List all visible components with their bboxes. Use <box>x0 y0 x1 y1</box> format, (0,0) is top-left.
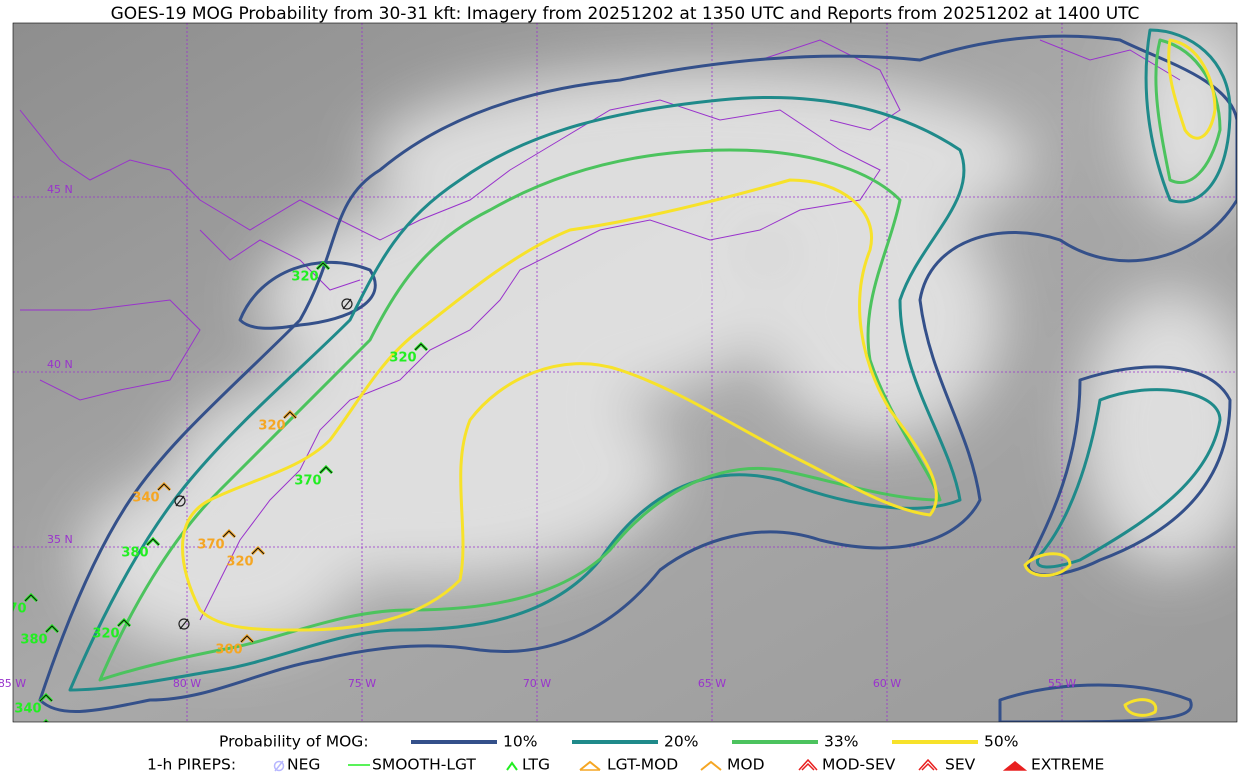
legend-label: LTG <box>522 756 550 774</box>
title: GOES-19 MOG Probability from 30-31 kft: … <box>111 4 1140 24</box>
pirep-icons <box>273 758 1028 772</box>
lat-label: 40 N <box>47 358 73 371</box>
legend-title: 1-h PIREPS: <box>147 756 236 774</box>
pirep-reports: 3203203203703403703803203703203803003403… <box>0 260 429 743</box>
lat-label: 35 N <box>47 533 73 546</box>
pirep-marker <box>251 547 265 555</box>
pirep-altitude: 320 <box>291 270 318 285</box>
legend: Probability of MOG: 1-h PIREPS: 10% 20% 33… <box>147 733 1104 774</box>
lat-label: 45 N <box>47 183 73 196</box>
pirep-marker <box>319 466 333 474</box>
pirep-marker <box>157 483 171 491</box>
pirep-altitude: 340 <box>14 702 41 717</box>
pirep-marker <box>146 538 160 546</box>
legend-label: SEV <box>945 756 976 774</box>
legend-label: 33% <box>824 733 858 751</box>
legend-label: NEG <box>287 756 320 774</box>
pirep-altitude: 320 <box>226 555 253 570</box>
legend-label: 10% <box>503 733 537 751</box>
pirep-marker <box>222 530 236 538</box>
pirep-marker <box>44 720 48 722</box>
pirep-altitude: 370 <box>197 538 224 553</box>
pirep-marker <box>39 694 53 702</box>
neg-markers <box>174 298 353 630</box>
pirep-altitude: 380 <box>121 546 148 561</box>
legend-label: SMOOTH-LGT <box>372 756 476 774</box>
pirep-marker <box>316 262 330 270</box>
pirep-altitude: 340 <box>132 491 159 506</box>
legend-label: EXTREME <box>1031 756 1104 774</box>
mog-contours <box>38 28 1237 722</box>
pirep-altitude: 320 <box>258 419 285 434</box>
lon-label: 80 W <box>173 677 201 690</box>
legend-label: 50% <box>984 733 1018 751</box>
lon-label: 70 W <box>523 677 551 690</box>
pirep-altitude: 370 <box>0 602 27 617</box>
pirep-marker <box>45 625 59 633</box>
lon-label: 75 W <box>348 677 376 690</box>
map: 3203203203703403703803203703203803003403… <box>0 23 1237 743</box>
pirep-altitude: 370 <box>294 474 321 489</box>
lon-label: 60 W <box>873 677 901 690</box>
pirep-altitude: 300 <box>215 643 242 658</box>
legend-label: LGT-MOD <box>607 756 678 774</box>
pirep-marker <box>240 635 254 643</box>
pirep-altitude: 380 <box>20 633 47 648</box>
legend-title: Probability of MOG: <box>219 733 369 751</box>
pirep-altitude: 320 <box>389 351 416 366</box>
legend-label: MOD-SEV <box>822 756 896 774</box>
lon-label: 55 W <box>1048 677 1076 690</box>
pirep-marker <box>283 411 297 419</box>
lon-label: 85 W <box>0 677 26 690</box>
map-frame <box>12 22 1238 723</box>
lon-label: 65 W <box>698 677 726 690</box>
graticule-labels: 45 N 40 N 35 N 85 W 80 W 75 W 70 W 65 W 60 W 55 W <box>0 183 1076 690</box>
pirep-altitude: 320 <box>92 627 119 642</box>
coastlines <box>19 39 1181 621</box>
pirep-marker <box>117 619 131 627</box>
legend-label: 20% <box>664 733 698 751</box>
pirep-marker <box>414 343 428 351</box>
legend-label: MOD <box>727 756 765 774</box>
pirep-marker <box>24 594 38 602</box>
pirep-altitude: 300 <box>14 728 41 743</box>
